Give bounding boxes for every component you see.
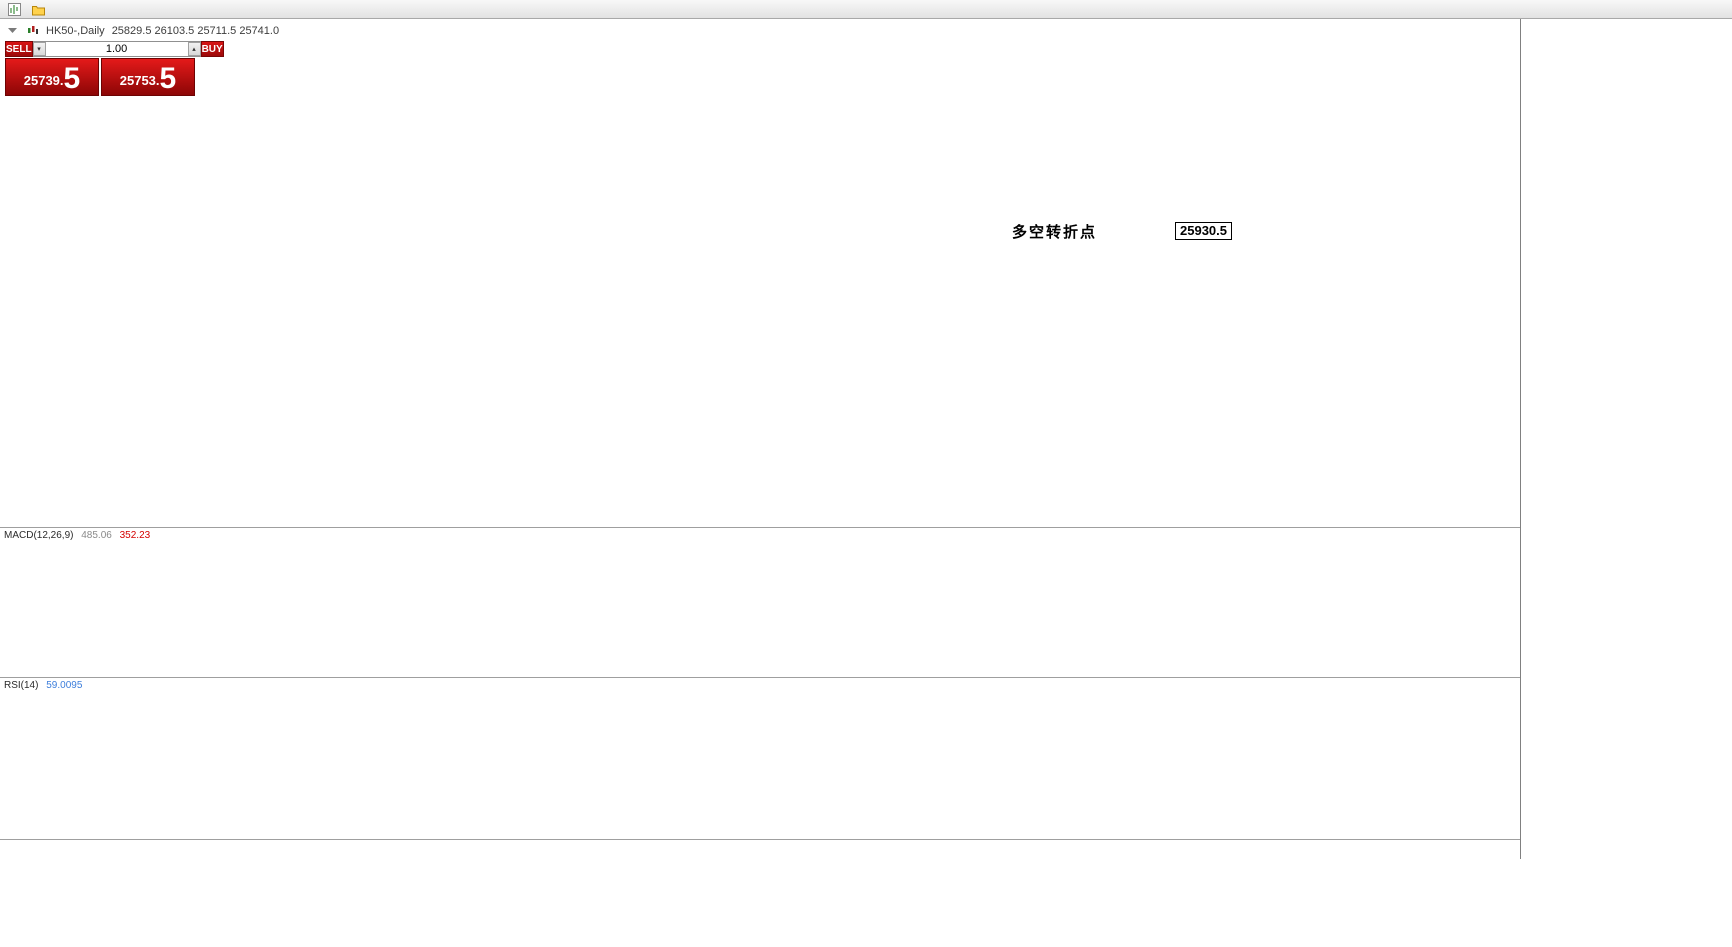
volume-input[interactable] (45, 42, 188, 56)
rsi-label: RSI(14) 59.0095 (4, 680, 82, 691)
one-click-toggle-icon[interactable] (6, 24, 19, 37)
chart-symbol-bar: HK50-,Daily 25829.5 26103.5 25711.5 2574… (6, 24, 279, 37)
symbol-chart-icon (26, 24, 39, 37)
panel-separator[interactable] (0, 677, 1732, 678)
new-chart-button[interactable] (3, 1, 26, 18)
macd-name: MACD(12,26,9) (4, 530, 74, 541)
price-axis[interactable] (1520, 19, 1732, 859)
chart-symbol-title: HK50-,Daily (46, 24, 105, 37)
main-toolbar (0, 0, 1732, 19)
rsi-value: 59.0095 (46, 680, 83, 691)
buy-button[interactable]: BUY (200, 41, 224, 57)
sell-price-big: 5 (63, 62, 81, 95)
rsi-name: RSI(14) (4, 680, 39, 691)
profiles-button[interactable] (27, 1, 50, 18)
sell-price-small: 25739. (23, 73, 64, 88)
macd-panel[interactable] (0, 528, 1520, 676)
time-axis[interactable] (0, 839, 1732, 861)
macd-label: MACD(12,26,9) 485.06 352.23 (4, 530, 150, 541)
buy-price-big: 5 (159, 62, 177, 95)
buy-price-small: 25753. (119, 73, 160, 88)
profiles-icon (32, 5, 45, 15)
volume-control: ▾ ▴ (32, 41, 201, 57)
chart-new-icon (8, 2, 21, 16)
price-tag-annotation[interactable]: 25930.5 (1175, 222, 1232, 240)
macd-main-value: 485.06 (81, 530, 112, 541)
sell-price-panel[interactable]: 25739. 5 (5, 58, 99, 96)
turning-point-annotation[interactable]: 多空转折点 (1012, 224, 1098, 241)
main-chart[interactable] (0, 37, 1520, 527)
volume-up-button[interactable]: ▴ (187, 42, 201, 56)
sell-button[interactable]: SELL (5, 41, 33, 57)
volume-down-button[interactable]: ▾ (32, 42, 46, 56)
macd-signal-value: 352.23 (119, 530, 151, 541)
one-click-trading-panel: SELL ▾ ▴ BUY 25739.5 25753.5 (5, 41, 224, 96)
buy-price-panel[interactable]: 25753. 5 (101, 58, 195, 96)
rsi-panel[interactable] (0, 678, 1520, 838)
panel-separator[interactable] (0, 527, 1732, 528)
chart-ohlc-readout: 25829.5 26103.5 25711.5 25741.0 (111, 24, 280, 37)
